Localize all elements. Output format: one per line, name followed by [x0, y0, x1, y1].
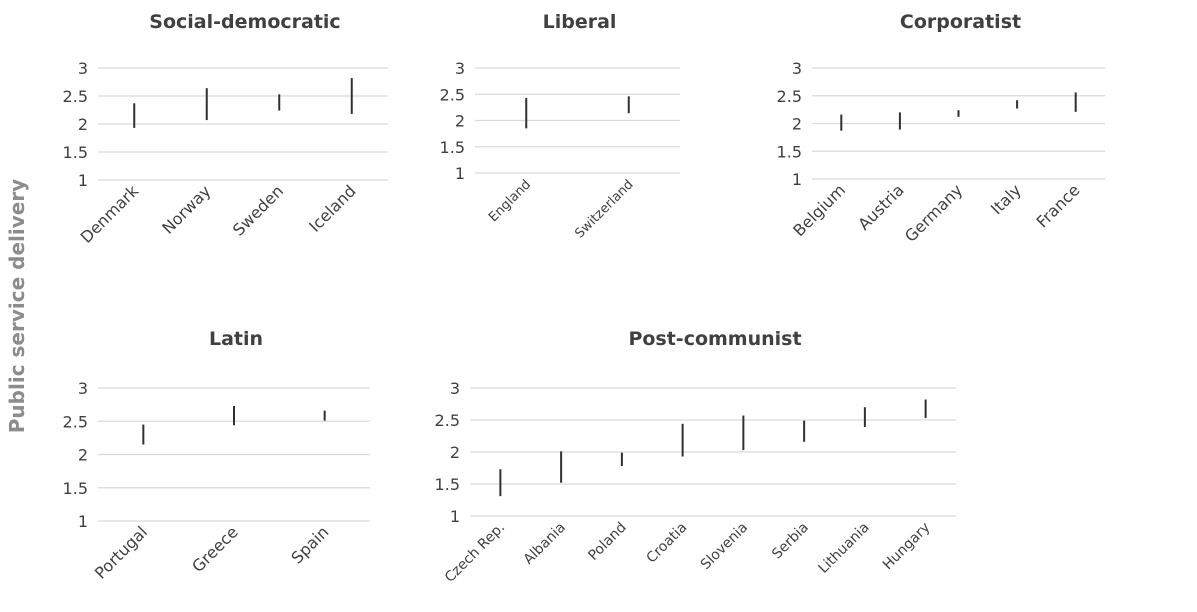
y-tick-label: 3	[450, 379, 460, 398]
x-category-label: Croatia	[644, 520, 691, 567]
y-tick-label: 3	[792, 59, 802, 78]
x-category-label: France	[1032, 180, 1083, 231]
y-tick-label: 1.5	[63, 143, 88, 162]
panel-title: Post-communist	[628, 328, 801, 350]
y-tick-label: 1.5	[435, 475, 460, 494]
y-tick-label: 3	[455, 59, 465, 78]
panel-title: Corporatist	[900, 11, 1021, 33]
y-tick-label: 3	[78, 59, 88, 78]
x-category-label: Portugal	[91, 522, 151, 582]
y-tick-label: 2.5	[777, 87, 802, 106]
x-category-label: Spain	[287, 522, 332, 567]
x-category-label: Greece	[188, 522, 242, 576]
x-category-label: Hungary	[880, 520, 934, 574]
x-category-label: Poland	[585, 520, 629, 564]
y-tick-label: 1	[455, 164, 465, 183]
x-category-label: England	[486, 177, 534, 225]
x-category-label: Belgium	[789, 180, 849, 240]
y-tick-label: 3	[78, 379, 88, 398]
y-tick-label: 2.5	[63, 412, 88, 431]
x-category-label: Iceland	[305, 181, 359, 235]
y-tick-label: 2.5	[435, 411, 460, 430]
x-category-label: Slovenia	[698, 520, 751, 573]
y-tick-label: 2	[450, 443, 460, 462]
y-tick-label: 2	[78, 446, 88, 465]
y-tick-label: 2.5	[440, 85, 465, 104]
panel-title: Social-democratic	[149, 11, 340, 33]
x-category-label: Czech Rep.	[442, 520, 508, 586]
y-tick-label: 1.5	[777, 142, 802, 161]
x-category-label: Lithuania	[816, 520, 873, 577]
y-tick-label: 2	[78, 115, 88, 134]
x-category-label: Sweden	[229, 181, 287, 239]
y-tick-label: 1	[792, 170, 802, 189]
y-tick-label: 2	[455, 112, 465, 131]
y-tick-label: 1	[78, 171, 88, 190]
y-tick-label: 2.5	[63, 87, 88, 106]
x-category-label: Serbia	[769, 520, 812, 563]
panel-title: Latin	[209, 328, 263, 350]
y-tick-label: 1	[78, 512, 88, 531]
x-category-label: Albania	[521, 520, 569, 568]
y-tick-label: 1	[450, 507, 460, 526]
x-category-label: Italy	[987, 180, 1025, 218]
y-tick-label: 1.5	[63, 479, 88, 498]
x-category-label: Germany	[901, 180, 966, 245]
panel-title: Liberal	[543, 11, 617, 33]
x-category-label: Denmark	[77, 181, 143, 247]
y-tick-label: 2	[792, 115, 802, 134]
x-category-label: Switzerland	[572, 177, 636, 241]
x-category-label: Norway	[158, 181, 214, 237]
x-category-label: Austria	[854, 180, 907, 233]
y-tick-label: 1.5	[440, 138, 465, 157]
